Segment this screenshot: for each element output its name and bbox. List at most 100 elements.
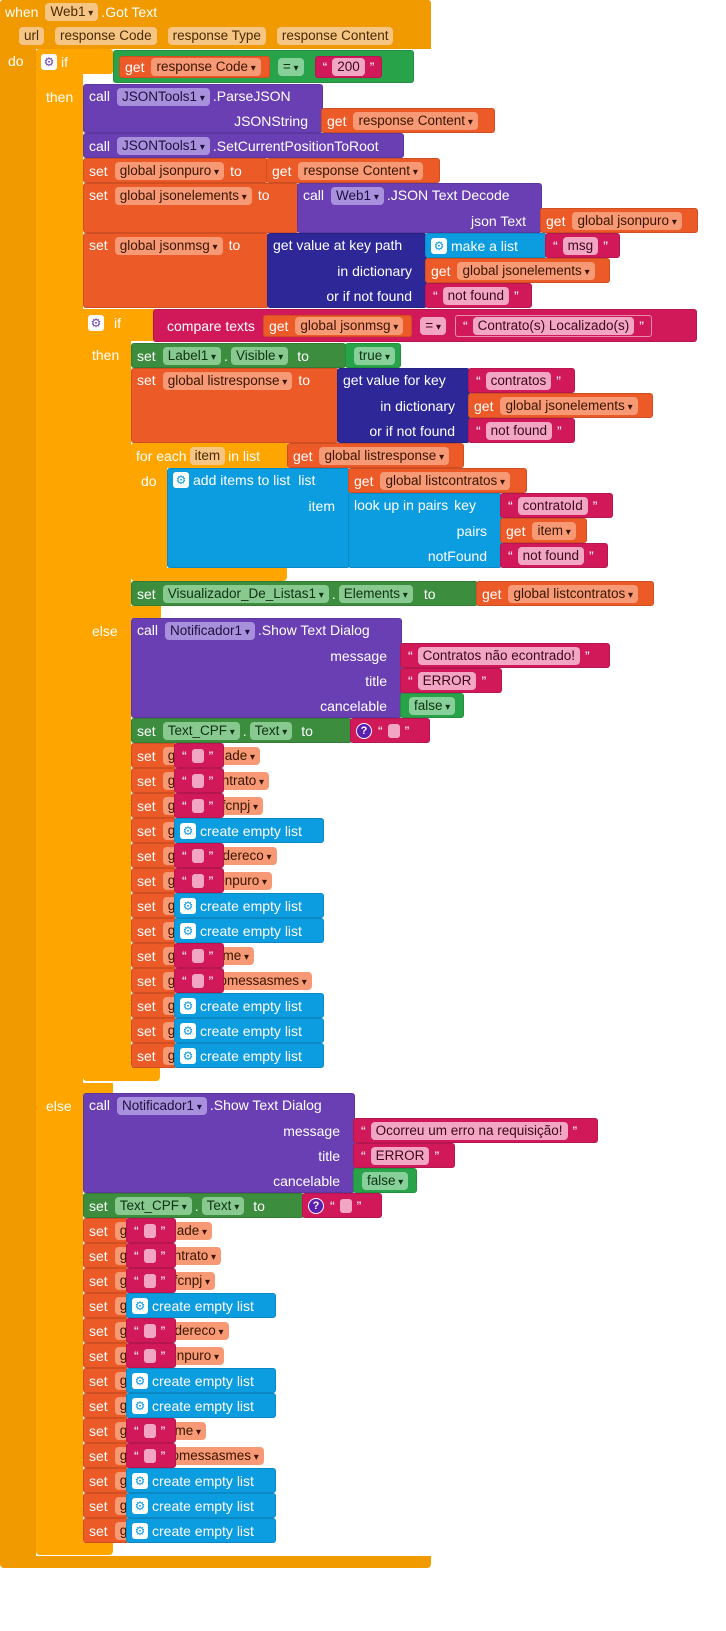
gear-icon[interactable]: ⚙ — [132, 1472, 148, 1489]
text-value[interactable]: Contratos não econtrado! — [417, 646, 581, 665]
component-dropdown[interactable]: Web1 — [45, 3, 99, 21]
create-empty-list[interactable]: ⚙ create empty list — [126, 1493, 276, 1518]
empty-text[interactable]: “” — [126, 1318, 176, 1343]
var-dropdown[interactable]: global jsonmsg — [114, 237, 223, 255]
empty-text[interactable]: “” — [174, 843, 224, 868]
component-dropdown[interactable]: Text_CPF — [162, 721, 240, 740]
component-dropdown[interactable]: Notificador1 — [165, 622, 255, 640]
empty-text[interactable]: “” — [174, 868, 224, 893]
empty-text-box[interactable] — [143, 1348, 156, 1363]
var-dropdown[interactable]: global jsonelements — [114, 187, 252, 205]
create-empty-list[interactable]: ⚙ create empty list — [126, 1293, 276, 1318]
foreach-header[interactable]: for each item in list — [131, 443, 289, 468]
eq-dropdown[interactable]: = — [420, 316, 446, 335]
empty-text-box[interactable] — [191, 848, 204, 863]
text-value[interactable]: ERROR — [417, 671, 477, 690]
set-listresponse[interactable]: set global listresponse to — [131, 368, 339, 443]
var-dropdown[interactable]: global listresponse — [162, 372, 293, 390]
gear-icon[interactable]: ⚙ — [431, 237, 447, 254]
make-a-list[interactable]: ⚙ make a list — [425, 233, 547, 258]
gear-icon[interactable]: ⚙ — [180, 822, 196, 839]
param-url[interactable]: url — [19, 27, 45, 45]
var-dropdown[interactable]: global jsonelements — [457, 261, 595, 280]
text-value[interactable]: ERROR — [370, 1146, 430, 1165]
get-value-for-key[interactable]: get value for key — [337, 368, 470, 443]
property-dropdown[interactable]: Elements — [338, 584, 413, 603]
empty-text-box[interactable] — [191, 873, 204, 888]
var-dropdown[interactable]: global listcontratos — [380, 471, 511, 490]
var-dropdown[interactable]: global listcontratos — [508, 584, 639, 603]
set-jsonelements[interactable]: set global jsonelements to — [83, 183, 299, 233]
var-dropdown[interactable]: global jsonmsg — [295, 316, 404, 335]
empty-text[interactable]: “” — [174, 768, 224, 793]
call-show-text-dialog[interactable]: call Notificador1 .Show Text Dialog — [131, 618, 402, 718]
text-contrato-localizado[interactable]: “ Contrato(s) Localizado(s) ” — [454, 314, 652, 337]
create-empty-list[interactable]: ⚙ create empty list — [126, 1393, 276, 1418]
empty-text[interactable]: “” — [126, 1243, 176, 1268]
var-dropdown[interactable]: global jsonelements — [500, 396, 638, 415]
text-value[interactable]: msg — [562, 236, 599, 255]
var-dropdown[interactable]: response Code — [151, 57, 261, 76]
empty-text-box[interactable] — [339, 1198, 352, 1213]
set-jsonmsg[interactable]: set global jsonmsg to — [83, 233, 269, 308]
gear-icon[interactable]: ⚙ — [132, 1372, 148, 1389]
call-json-text-decode[interactable]: call Web1 .JSON Text Decode — [297, 183, 542, 233]
outer-if-compare[interactable]: get response Code = “ 200 ” — [113, 50, 414, 83]
empty-text-box[interactable] — [143, 1248, 156, 1263]
text-msg[interactable]: “ msg ” — [545, 233, 620, 258]
get-listcontratos[interactable]: get global listcontratos — [476, 581, 654, 606]
text-not-found[interactable]: “ not found ” — [500, 543, 608, 568]
create-empty-list[interactable]: ⚙ create empty list — [126, 1518, 276, 1543]
gear-icon[interactable]: ⚙ — [132, 1297, 148, 1314]
inner-if-header[interactable]: ⚙ if — [83, 310, 153, 335]
text-value[interactable]: not found — [517, 546, 584, 565]
var-dropdown[interactable]: global jsonpuro — [114, 161, 225, 180]
text-value[interactable]: contratos — [485, 371, 552, 390]
empty-text[interactable]: “” — [126, 1418, 176, 1443]
compare-texts[interactable]: compare texts get global jsonmsg = “ Con… — [153, 309, 697, 342]
text-value[interactable]: Ocorreu um erro na requisição! — [370, 1121, 568, 1140]
get-jsonmsg[interactable]: get global jsonmsg — [262, 314, 413, 337]
gear-icon[interactable]: ⚙ — [180, 1047, 196, 1064]
text-value[interactable]: 200 — [332, 57, 365, 76]
property-dropdown[interactable]: Visible — [230, 346, 289, 365]
set-label1-visible[interactable]: set Label1 . Visible to — [131, 343, 346, 368]
var-dropdown[interactable]: response Content — [298, 161, 423, 180]
help-icon[interactable]: ? — [308, 1197, 324, 1214]
text-empty-join[interactable]: ? “ ” — [302, 1193, 382, 1218]
param-response-type[interactable]: response Type — [167, 27, 266, 45]
gear-icon[interactable]: ⚙ — [180, 997, 196, 1014]
gear-icon[interactable]: ⚙ — [41, 53, 57, 70]
create-empty-list[interactable]: ⚙ create empty list — [174, 918, 324, 943]
get-response-code[interactable]: get response Code — [119, 55, 270, 78]
empty-text-box[interactable] — [387, 723, 400, 738]
help-icon[interactable]: ? — [356, 722, 372, 739]
create-empty-list[interactable]: ⚙ create empty list — [174, 818, 324, 843]
look-up-in-pairs[interactable]: look up in pairs key — [348, 493, 502, 568]
empty-text[interactable]: “” — [126, 1343, 176, 1368]
bool-dropdown[interactable]: true — [354, 346, 396, 365]
eq-dropdown[interactable]: = — [277, 57, 304, 76]
create-empty-list[interactable]: ⚙ create empty list — [174, 1018, 324, 1043]
component-dropdown[interactable]: Text_CPF — [114, 1196, 192, 1215]
set-text-cpf[interactable]: set Text_CPF . Text to — [131, 718, 352, 743]
empty-text-box[interactable] — [191, 773, 204, 788]
bool-dropdown[interactable]: false — [409, 696, 456, 715]
text-empty-join[interactable]: ? “ ” — [350, 718, 430, 743]
set-visualizador-elements[interactable]: set Visualizador_De_Listas1 . Elements t… — [131, 581, 478, 606]
